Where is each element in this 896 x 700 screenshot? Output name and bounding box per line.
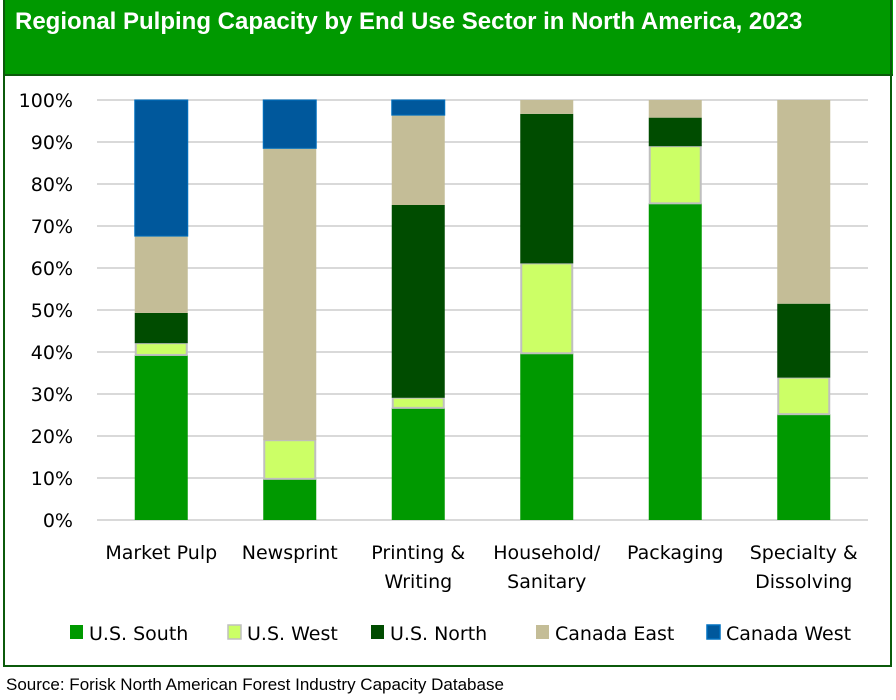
legend-label: Canada East (555, 623, 674, 645)
bar-segment-canada-east (391, 115, 445, 205)
bar-segment-u-s-north (777, 303, 831, 378)
bar-segment-u-s-north (134, 312, 188, 344)
legend-swatch (70, 625, 83, 639)
x-tick-label: Household/ (493, 542, 601, 564)
bar-segment-u-s-north (648, 117, 702, 147)
legend: U.S. South U.S. West U.S. North Canada East… (70, 623, 851, 645)
legend-item: U.S. West (227, 623, 338, 645)
bar-segment-canada-east (520, 100, 574, 114)
x-tick-label: Specialty & (750, 542, 858, 564)
y-tick-label: 90% (31, 132, 73, 154)
title-bar: Regional Pulping Capacity by End Use Sec… (3, 0, 893, 76)
gridlines (97, 99, 868, 521)
y-tick-label: 60% (31, 258, 73, 280)
legend-swatch (706, 624, 721, 640)
y-tick-label: 0% (43, 510, 73, 532)
x-axis-ticks: Market Pulp Newsprint Printing & Writing Hou… (105, 542, 858, 593)
y-tick-label: 40% (31, 342, 73, 364)
x-tick-label: Dissolving (755, 571, 852, 593)
y-tick-label: 50% (31, 300, 73, 322)
bar-segment-canada-east (263, 148, 317, 441)
bar-segment-u-s-south (648, 203, 702, 520)
bar-segment-u-s-south (391, 407, 445, 520)
y-tick-label: 30% (31, 384, 73, 406)
chart-title: Regional Pulping Capacity by End Use Sec… (15, 8, 803, 35)
y-tick-label: 70% (31, 216, 73, 238)
bar-segment-u-s-south (777, 414, 831, 520)
bar-segment-u-s-west (263, 439, 317, 480)
y-tick-label: 20% (31, 426, 73, 448)
legend-swatch (536, 625, 549, 639)
y-tick-label: 100% (19, 90, 73, 112)
legend-item: U.S. South (70, 623, 188, 645)
bar-segment-canada-west (262, 99, 317, 149)
legend-label: U.S. West (247, 623, 338, 645)
bar-segment-u-s-north (520, 113, 574, 264)
bar-segment-canada-west (134, 99, 189, 237)
legend-swatch (227, 624, 242, 640)
legend-item: Canada West (706, 623, 851, 645)
bar-segment-canada-west (391, 99, 446, 116)
bar-segment-u-s-south (520, 353, 574, 520)
bar-segment-u-s-west (520, 262, 574, 355)
chart-frame (3, 0, 892, 667)
x-tick-label: Sanitary (507, 571, 586, 593)
x-tick-label: Newsprint (242, 542, 338, 564)
bar-segment-u-s-west (391, 396, 445, 409)
bar-segment-canada-east (648, 100, 702, 118)
x-tick-label: Writing (384, 571, 452, 593)
bar-segment-canada-east (777, 100, 831, 304)
chart-svg: 0% 10% 20% 30% 40% 50% 60% 70% 80% 90% 100% Market… (19, 90, 868, 645)
bar-segment-u-s-west (777, 376, 831, 416)
bar-segment-canada-east (134, 236, 188, 313)
bars (134, 99, 831, 520)
x-tick-label: Printing & (371, 542, 465, 564)
bar-segment-u-s-west (134, 342, 188, 356)
bar-segment-u-s-south (263, 478, 317, 520)
legend-label: U.S. North (390, 623, 487, 645)
legend-swatch (371, 625, 384, 639)
source-note: Source: Forisk North American Forest Ind… (6, 675, 504, 694)
legend-item: U.S. North (371, 623, 487, 645)
x-tick-label: Packaging (627, 542, 723, 564)
bar-segment-u-s-south (134, 354, 188, 520)
legend-label: U.S. South (89, 623, 188, 645)
y-tick-label: 10% (31, 468, 73, 490)
bar-segment-u-s-west (648, 145, 702, 205)
bar-segment-u-s-north (391, 205, 445, 398)
legend-item: Canada East (536, 623, 674, 645)
x-tick-label: Market Pulp (105, 542, 217, 564)
y-tick-label: 80% (31, 174, 73, 196)
y-axis-ticks: 0% 10% 20% 30% 40% 50% 60% 70% 80% 90% 100% (19, 90, 73, 532)
legend-label: Canada West (726, 623, 851, 645)
